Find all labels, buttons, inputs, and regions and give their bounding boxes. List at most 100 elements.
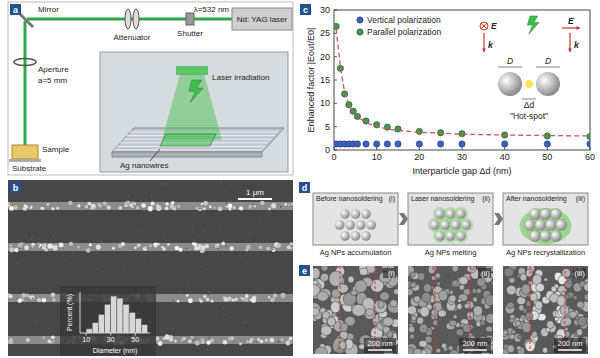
texture (57, 185, 59, 187)
scale-bar (558, 349, 582, 351)
nanoparticle (45, 248, 48, 251)
grain (451, 280, 460, 287)
nanoparticle (163, 338, 165, 340)
texture (277, 269, 279, 271)
laser-cone (162, 74, 222, 140)
x-tick-label: 10 (82, 336, 90, 343)
texture (103, 270, 105, 272)
nanoparticle (77, 204, 80, 207)
texture (141, 180, 143, 182)
step-box (313, 193, 398, 245)
nanoparticle (203, 201, 208, 206)
nanoparticle (290, 242, 293, 245)
nanoparticle (153, 243, 157, 247)
x-tick-label: 20 (414, 152, 424, 162)
texture (193, 229, 195, 231)
process-arrow (494, 213, 503, 225)
nanoparticle (165, 202, 168, 205)
nanoparticle (29, 207, 32, 210)
label: λ=532 nm (194, 5, 230, 14)
texture (195, 338, 197, 340)
sem-background (503, 266, 588, 354)
x-tick (419, 147, 420, 150)
texture (123, 204, 125, 206)
data-point (459, 141, 465, 147)
texture (8, 209, 9, 211)
nanoparticle (210, 299, 214, 303)
data-point (363, 141, 369, 147)
y-tick-label: 20 (320, 52, 330, 62)
nanoparticle (287, 245, 291, 249)
data-point (501, 141, 507, 147)
histogram-bar (86, 329, 92, 333)
nanoparticle (20, 242, 23, 245)
grain (536, 283, 545, 292)
nanoparticle (183, 337, 186, 340)
label-backdrop (459, 338, 491, 353)
label: Shutter (177, 29, 203, 38)
texture (37, 275, 39, 277)
panel-label-box (299, 182, 310, 193)
texture (192, 340, 194, 342)
label-backdrop (573, 268, 586, 278)
nanoparticle (175, 246, 180, 251)
melt-zone (520, 208, 572, 244)
y-axis-label: Percent (%) (66, 294, 74, 331)
series-line (336, 29, 590, 136)
attenuator (125, 9, 131, 29)
step-title: Before nanosoldering (316, 195, 383, 203)
nanoparticle (288, 339, 290, 341)
grain (435, 273, 440, 279)
nanoparticle (137, 244, 141, 248)
nanoparticle (112, 247, 115, 250)
grain (317, 291, 329, 301)
nanoparticle (174, 340, 177, 343)
nanoparticle (47, 339, 51, 343)
texture (66, 234, 68, 236)
nanoparticle (188, 298, 193, 303)
nanoparticle (188, 340, 191, 343)
plot-area (334, 23, 590, 147)
nanoparticle (461, 220, 471, 230)
nanoparticle (276, 243, 281, 248)
grain (337, 284, 348, 293)
texture (172, 327, 174, 329)
texture (143, 227, 145, 229)
texture (207, 268, 209, 270)
step-index: (iii) (576, 195, 585, 203)
nanoparticle (260, 201, 265, 206)
nanoparticle (14, 205, 18, 209)
nanoparticle (151, 201, 155, 205)
sem-background (408, 266, 493, 354)
texture (17, 298, 19, 300)
y-tick (334, 56, 337, 57)
grain (506, 285, 516, 295)
nanoparticle (216, 245, 218, 247)
panel-label: e (302, 266, 307, 276)
grain (449, 320, 457, 326)
grain (457, 299, 461, 303)
grain (542, 347, 547, 353)
grain (340, 323, 347, 332)
texture (208, 253, 210, 255)
grain (473, 306, 482, 316)
nanoparticle (8, 293, 10, 296)
label: k (488, 40, 494, 50)
scale-bar (238, 198, 272, 200)
texture (218, 247, 220, 249)
texture (116, 270, 118, 272)
grain (383, 317, 394, 326)
nanoparticle (9, 247, 14, 252)
nanoparticle (245, 294, 249, 298)
nanoparticle (280, 338, 283, 341)
grain (573, 295, 577, 300)
nanoparticle (190, 336, 193, 339)
nanoparticle (232, 206, 236, 210)
nanowire (114, 150, 262, 151)
label: Laser irradiation (212, 73, 269, 82)
histogram-bar (111, 296, 117, 333)
histogram-bar (117, 298, 123, 333)
texture (151, 194, 153, 196)
grain (355, 280, 367, 293)
nanoparticle (131, 201, 135, 205)
